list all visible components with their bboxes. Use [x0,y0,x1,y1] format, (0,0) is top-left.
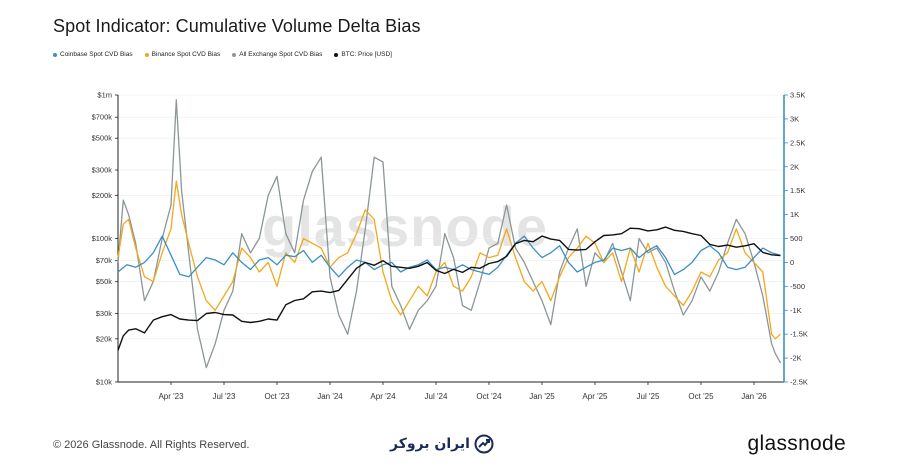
right-tick-label-0: 3.5K [790,91,805,100]
right-tick-label-9: -1K [790,306,802,315]
legend: Coinbase Spot CVD Bias Binance Spot CVD … [53,51,392,58]
left-tick-label-7: $50k [96,277,113,286]
watermark: glassnode [262,195,548,258]
left-tick-label-9: $20k [96,334,113,343]
left-tick-label-0: $1m [97,91,112,100]
legend-item-binance[interactable]: Binance Spot CVD Bias [144,51,221,58]
series-line-btc-price [117,226,781,351]
legend-dot-binance [144,52,149,57]
left-tick-label-8: $30k [96,309,113,318]
right-tick-label-4: 1.5K [790,186,805,195]
left-tick-label-4: $200k [92,191,113,200]
right-tick-label-11: -2K [790,354,802,363]
legend-item-all-exchange[interactable]: All Exchange Spot CVD Bias [232,51,322,58]
series-line-binance [117,180,781,340]
x-tick-label-2: Oct '23 [264,392,290,401]
x-tick-label-8: Apr '25 [582,392,608,401]
partner-logo: ایران بروکر [390,434,494,454]
x-tick-label-7: Jan '25 [529,392,555,401]
left-tick-label-2: $500k [92,134,113,143]
legend-label-btc-price: BTC: Price [USD] [341,51,392,58]
x-tick-label-10: Oct '25 [688,392,714,401]
right-tick-label-10: -1.5K [790,330,808,339]
x-tick-label-3: Jan '24 [317,392,343,401]
left-tick-label-3: $300k [92,166,113,175]
left-tick-label-5: $100k [92,234,113,243]
legend-label-binance: Binance Spot CVD Bias [151,51,221,58]
legend-item-btc-price[interactable]: BTC: Price [USD] [334,51,392,58]
partner-name: ایران بروکر [390,436,470,452]
right-tick-label-3: 2K [790,162,799,171]
chart-title: Spot Indicator: Cumulative Volume Delta … [53,16,421,36]
legend-dot-btc-price [334,52,339,57]
glassnode-logo: glassnode [747,432,846,455]
legend-item-coinbase[interactable]: Coinbase Spot CVD Bias [53,51,133,58]
legend-label-all-exchange: All Exchange Spot CVD Bias [239,51,323,58]
right-tick-label-8: -500 [790,282,805,291]
right-tick-label-12: -2.5K [790,378,808,387]
left-tick-label-6: $70k [96,256,113,265]
right-tick-label-5: 1K [790,210,799,219]
x-tick-label-9: Jul '25 [637,392,660,401]
left-tick-label-10: $10k [96,378,113,387]
x-tick-label-5: Jul '24 [425,392,448,401]
x-tick-label-11: Jan '26 [741,392,767,401]
left-tick-label-1: $700k [92,113,113,122]
x-tick-label-4: Apr '24 [370,392,396,401]
x-tick-label-6: Oct '24 [476,392,502,401]
x-tick-label-0: Apr '23 [158,392,184,401]
legend-dot-coinbase [53,52,57,57]
trend-arrow-icon [474,434,494,454]
legend-label-coinbase: Coinbase Spot CVD Bias [60,51,133,58]
x-tick-label-1: Jul '23 [213,392,236,401]
right-tick-label-2: 2.5K [790,138,805,147]
right-tick-label-7: 0 [790,258,794,267]
legend-dot-all-exchange [232,52,237,57]
series-line-all-exchange [117,99,782,369]
series-line-coinbase [117,235,781,278]
copyright-text: © 2026 Glassnode. All Rights Reserved. [53,439,250,451]
right-tick-label-6: 500 [790,234,803,243]
right-tick-label-1: 3K [790,114,799,123]
